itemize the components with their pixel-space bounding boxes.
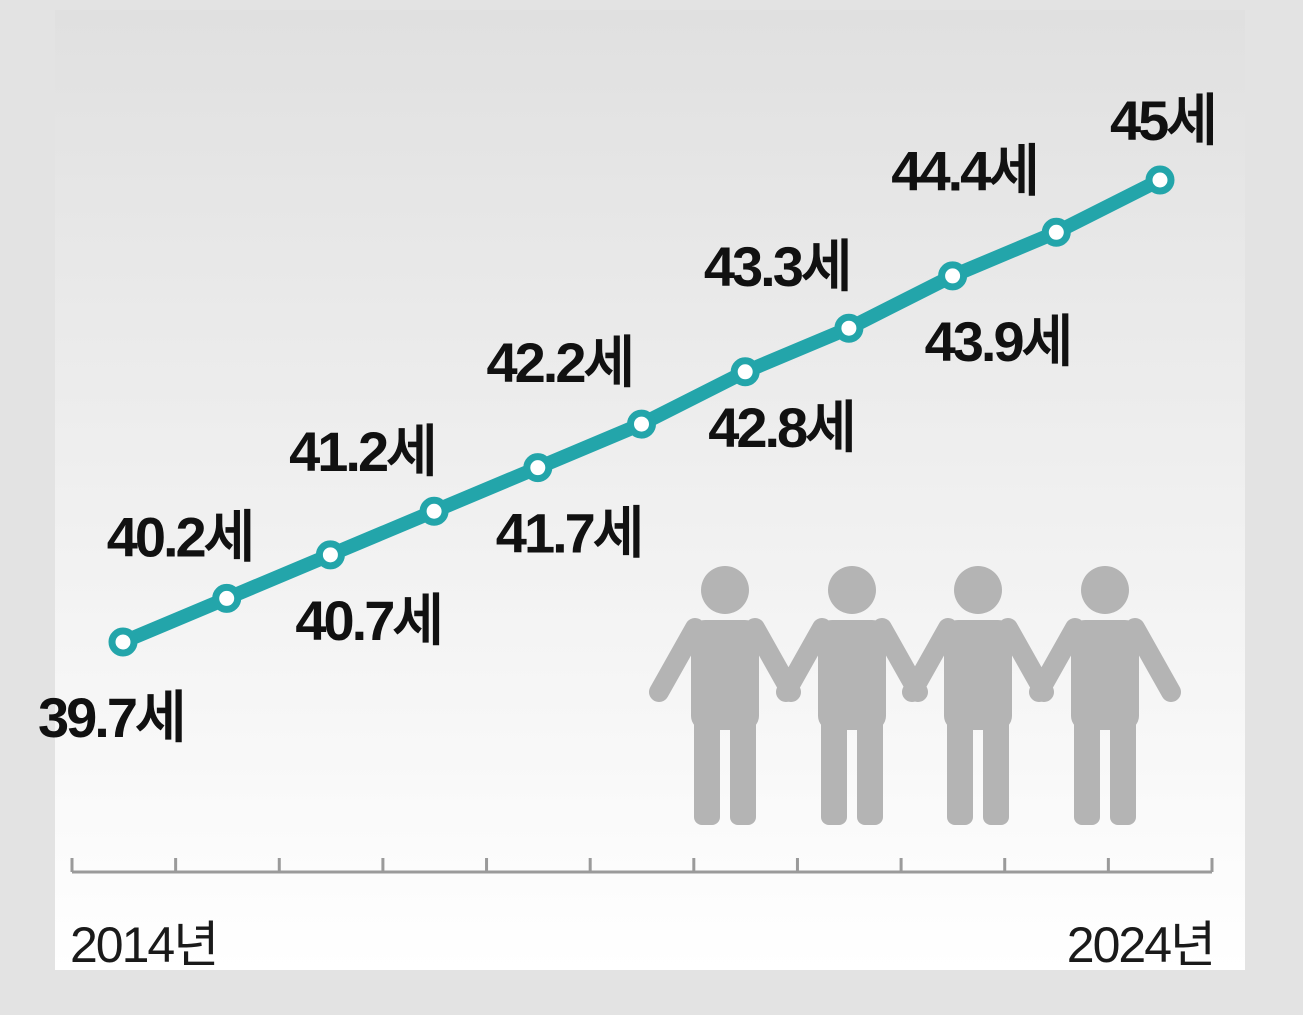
data-point <box>627 409 656 439</box>
data-label: 39.7세 <box>38 686 184 749</box>
data-point <box>108 627 138 657</box>
data-label: 40.2세 <box>107 505 253 568</box>
data-label: 42.8세 <box>708 396 854 459</box>
data-label: 41.7세 <box>496 502 642 565</box>
data-points <box>108 165 1175 657</box>
person-icon <box>649 566 801 825</box>
data-label: 43.3세 <box>704 235 850 298</box>
plot-panel <box>55 10 1245 970</box>
x-tick-label-last: 2024년 <box>1067 917 1214 973</box>
data-label: 42.2세 <box>487 331 633 394</box>
data-point <box>730 357 760 387</box>
data-labels: 39.7세 40.2세 40.7세 41.2세 41.7세 42.2세 42.8세 43.3세… <box>38 89 1218 749</box>
data-label: 45세 <box>1110 89 1215 152</box>
data-point <box>315 540 345 570</box>
data-point <box>834 313 864 343</box>
data-point <box>419 496 449 526</box>
data-point <box>523 453 553 483</box>
data-label: 41.2세 <box>289 420 435 483</box>
person-icon <box>1029 566 1181 825</box>
data-point <box>1041 217 1071 247</box>
data-point <box>938 261 968 291</box>
data-point <box>212 583 242 613</box>
x-axis-ticks <box>70 858 1214 872</box>
four-people-holding-hands-icon <box>649 566 1181 825</box>
x-tick-label-first: 2014년 <box>70 917 217 973</box>
data-point <box>1145 165 1175 195</box>
data-label: 44.4세 <box>891 139 1037 202</box>
data-label: 40.7세 <box>295 589 441 652</box>
data-label: 43.9세 <box>925 310 1071 373</box>
